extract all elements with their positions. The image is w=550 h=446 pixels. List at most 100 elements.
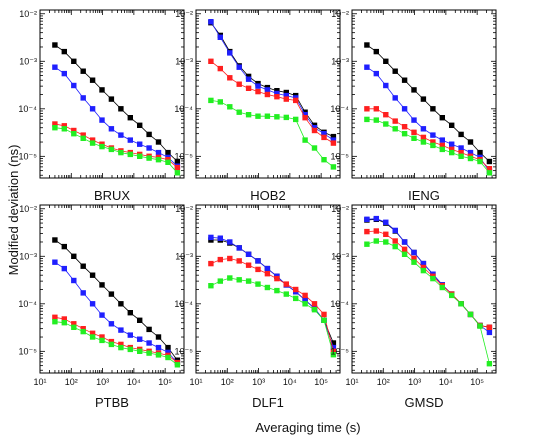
data-point bbox=[411, 87, 417, 93]
series-line bbox=[366, 119, 490, 174]
data-point bbox=[165, 149, 171, 156]
data-point bbox=[401, 77, 408, 83]
data-point bbox=[411, 135, 417, 141]
data-point bbox=[80, 263, 86, 269]
data-point bbox=[439, 284, 445, 291]
data-point bbox=[283, 281, 289, 287]
data-point bbox=[283, 291, 289, 297]
data-point bbox=[255, 113, 261, 119]
data-point bbox=[330, 133, 337, 140]
data-point bbox=[245, 73, 252, 80]
x-tick-label: 10¹ bbox=[345, 377, 358, 387]
data-point bbox=[383, 112, 389, 118]
data-point bbox=[392, 126, 398, 132]
data-point bbox=[392, 68, 398, 74]
data-point bbox=[373, 48, 379, 55]
data-point bbox=[449, 149, 455, 156]
data-point bbox=[89, 77, 96, 83]
data-point bbox=[401, 251, 408, 257]
data-point bbox=[373, 117, 379, 123]
data-point bbox=[364, 42, 370, 48]
data-point bbox=[364, 116, 370, 123]
plot-frame bbox=[39, 204, 185, 374]
panel-title: BRUX bbox=[94, 188, 130, 203]
data-point bbox=[174, 164, 181, 171]
panel-dlf1: 10⁻⁵ 10⁻⁴ 10⁻³ 10⁻² 10¹ 10² 10³ 10⁴ 10⁵ DLF1 bbox=[174, 204, 341, 410]
data-point bbox=[80, 132, 86, 138]
data-point bbox=[401, 131, 408, 137]
series-line bbox=[210, 239, 334, 344]
data-point bbox=[283, 92, 289, 99]
data-point bbox=[61, 126, 67, 132]
data-point bbox=[127, 332, 133, 338]
data-point bbox=[364, 216, 370, 222]
data-point bbox=[449, 292, 455, 299]
data-point bbox=[420, 267, 427, 274]
data-point bbox=[283, 96, 289, 102]
data-point bbox=[52, 314, 58, 320]
data-point bbox=[137, 153, 143, 159]
data-point bbox=[321, 134, 327, 141]
data-point bbox=[430, 142, 436, 149]
data-point bbox=[155, 344, 162, 351]
data-point bbox=[165, 159, 171, 165]
data-point bbox=[137, 336, 143, 342]
data-point bbox=[458, 153, 464, 159]
data-point bbox=[411, 249, 417, 256]
data-point bbox=[137, 122, 143, 128]
data-point bbox=[137, 317, 143, 323]
data-point bbox=[311, 307, 318, 313]
data-point bbox=[52, 64, 58, 70]
y-axis-label: Modified deviation (ns) bbox=[6, 145, 21, 276]
data-point bbox=[321, 311, 327, 318]
data-point bbox=[208, 97, 214, 104]
y-tick-label: 10⁻³ bbox=[19, 56, 37, 66]
y-tick-label: 10⁻³ bbox=[19, 251, 37, 261]
y-tick-label: 10⁻³ bbox=[331, 251, 349, 261]
data-point bbox=[449, 141, 455, 147]
data-point bbox=[127, 346, 133, 353]
data-point bbox=[108, 146, 115, 153]
y-tick-label: 10⁻² bbox=[175, 9, 193, 19]
data-point bbox=[293, 97, 299, 104]
data-point bbox=[108, 338, 115, 345]
data-point bbox=[302, 301, 308, 307]
x-tick-label: 10² bbox=[221, 377, 234, 387]
data-point bbox=[227, 50, 233, 56]
data-point bbox=[245, 112, 252, 118]
data-point bbox=[439, 137, 445, 143]
data-point bbox=[89, 334, 96, 340]
data-point bbox=[392, 238, 398, 244]
x-tick-label: 10⁵ bbox=[158, 377, 172, 387]
data-point bbox=[274, 90, 280, 97]
data-point bbox=[330, 348, 337, 354]
data-point bbox=[227, 275, 233, 281]
x-tick-label: 10⁴ bbox=[283, 377, 297, 387]
data-point bbox=[439, 146, 445, 153]
data-point bbox=[274, 287, 280, 294]
data-point bbox=[127, 310, 133, 316]
data-point bbox=[71, 253, 77, 259]
panel-gmsd: 10⁻⁵ 10⁻⁴ 10⁻³ 10⁻² 10¹ 10² 10³ 10⁴ 10⁵ GMSD bbox=[330, 204, 497, 410]
data-point bbox=[99, 117, 105, 123]
data-point bbox=[52, 237, 58, 243]
data-point bbox=[255, 266, 261, 273]
data-point bbox=[458, 301, 464, 307]
data-point bbox=[61, 123, 67, 129]
data-point bbox=[392, 118, 398, 124]
data-point bbox=[486, 158, 493, 165]
data-point bbox=[264, 113, 271, 119]
data-point bbox=[401, 106, 408, 112]
data-point bbox=[302, 137, 308, 143]
data-point bbox=[420, 260, 427, 267]
data-point bbox=[52, 42, 58, 48]
y-tick-label: 10⁻³ bbox=[331, 56, 349, 66]
x-tick-label: 10⁴ bbox=[439, 377, 453, 387]
data-point bbox=[458, 149, 464, 156]
data-point bbox=[439, 142, 445, 149]
data-point bbox=[80, 326, 86, 332]
data-point bbox=[165, 354, 171, 361]
data-point bbox=[467, 139, 474, 145]
y-tick-label: 10⁻⁵ bbox=[19, 151, 38, 161]
data-point bbox=[401, 246, 408, 252]
